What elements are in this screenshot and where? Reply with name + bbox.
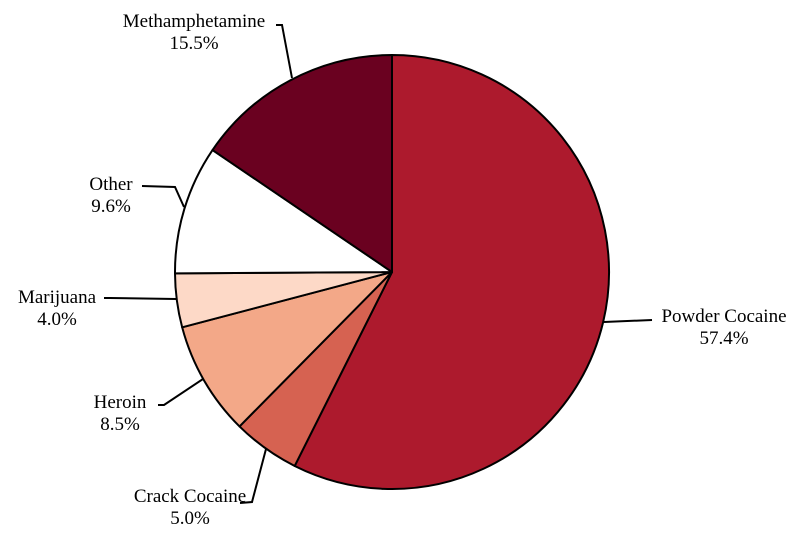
slice-value-label-other: 9.6% <box>91 196 131 217</box>
leader-line-powder-cocaine <box>603 319 653 323</box>
pie-slice-methamphetamine <box>211 54 393 273</box>
slice-value-label-heroin: 8.5% <box>100 414 140 435</box>
pie-slices <box>173 54 611 490</box>
leader-line-heroin <box>158 378 204 406</box>
leader-line-methamphetamine <box>276 24 293 79</box>
leader-line-other <box>141 185 185 208</box>
slice-name-label-other: Other <box>89 174 133 195</box>
slice-name-label-marijuana: Marijuana <box>18 287 97 308</box>
slice-value-label-crack-cocaine: 5.0% <box>170 508 210 529</box>
pie-slice-other <box>173 149 393 275</box>
slice-name-label-powder-cocaine: Powder Cocaine <box>661 306 786 327</box>
slice-name-label-heroin: Heroin <box>94 392 147 413</box>
slice-value-label-powder-cocaine: 57.4% <box>699 328 748 349</box>
slice-name-label-crack-cocaine: Crack Cocaine <box>134 486 246 507</box>
leader-line-marijuana <box>104 297 177 300</box>
slice-value-label-methamphetamine: 15.5% <box>169 33 218 54</box>
pie-slice-heroin <box>181 271 393 428</box>
slice-value-label-marijuana: 4.0% <box>37 309 77 330</box>
pie-slice-powder-cocaine <box>293 54 611 490</box>
slice-name-label-methamphetamine: Methamphetamine <box>123 11 265 32</box>
leader-line-crack-cocaine <box>239 448 267 504</box>
